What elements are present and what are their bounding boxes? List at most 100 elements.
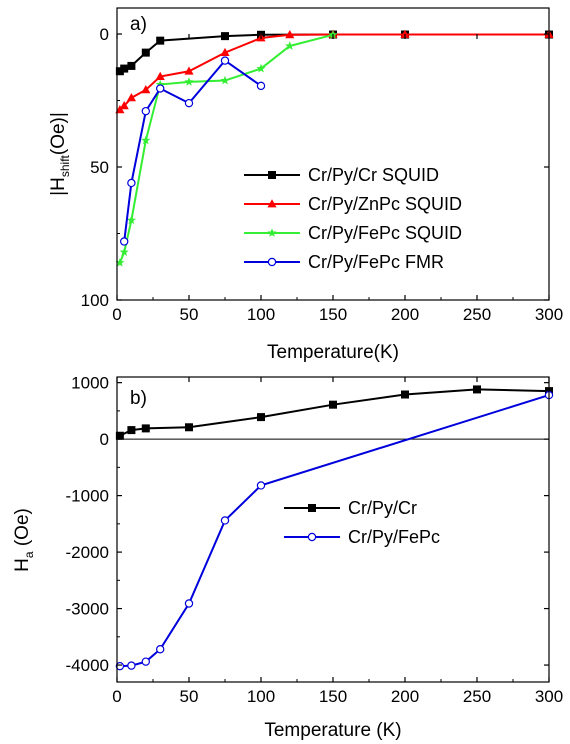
a-point-cr-py-cr-squid xyxy=(127,61,136,70)
b-point-cr-py-cr xyxy=(127,426,136,435)
b-y-tick-label: 1000 xyxy=(71,374,109,393)
b-x-tick-label: 50 xyxy=(180,687,199,706)
b-point-cr-py-fepc xyxy=(220,516,230,525)
a-legend-item-cr-py-cr-squid: Cr/Py/Cr SQUID xyxy=(244,165,439,185)
a-legend-label: Cr/Py/FePc SQUID xyxy=(308,223,462,243)
b-legend-item-cr-py-cr: Cr/Py/Cr xyxy=(284,498,417,518)
panel-a-y-title-sub: shift xyxy=(58,154,72,177)
a-point-cr-py-cr-squid xyxy=(120,64,129,73)
b-x-tick-label: 300 xyxy=(535,687,563,706)
b-legend-label: Cr/Py/Cr xyxy=(348,498,417,518)
b-x-tick-label: 200 xyxy=(391,687,419,706)
a-point-cr-py-fepc-fmr xyxy=(256,81,266,91)
a-point-cr-py-fepc-fmr xyxy=(220,56,230,65)
b-x-tick-label: 100 xyxy=(247,687,275,706)
a-legend-marker xyxy=(267,228,277,237)
panel-b-label: b) xyxy=(130,388,147,409)
panel-b-legend: Cr/Py/Cr Cr/Py/FePc xyxy=(284,498,440,547)
panel-b-plot-frame xyxy=(116,376,550,683)
a-point-cr-py-fepc-fmr xyxy=(119,237,129,246)
a-x-tick-label: 50 xyxy=(180,305,199,324)
panel-b-chart: 0 50 100 150 200 250 300 1000 0 -1000 -2000 -3000 -4… xyxy=(12,374,563,741)
a-point-cr-py-cr-squid xyxy=(221,32,229,41)
b-point-cr-py-fepc xyxy=(256,481,266,490)
a-point-cr-py-fepc-squid xyxy=(141,135,151,145)
a-legend-item-cr-py-fepc-squid: Cr/Py/FePc SQUID xyxy=(244,223,462,243)
a-point-cr-py-fepc-squid xyxy=(256,63,266,73)
b-point-cr-py-fepc xyxy=(127,661,136,670)
a-point-cr-py-znpc-squid xyxy=(400,29,410,38)
b-line-cr-py-fepc xyxy=(119,394,550,668)
b-line-cr-py-cr xyxy=(119,388,550,437)
a-series-cr-py-fepc-fmr xyxy=(119,56,266,246)
a-line-cr-py-znpc-squid xyxy=(119,33,549,111)
a-line-cr-py-cr-squid xyxy=(119,33,549,73)
a-point-cr-py-znpc-squid xyxy=(141,85,151,94)
a-y-tick-label: 100 xyxy=(81,291,109,310)
b-point-cr-py-cr xyxy=(185,423,193,432)
panel-b-x-axis-title: Temperature (K) xyxy=(264,720,401,741)
a-x-tick-label: 300 xyxy=(535,305,563,324)
a-point-cr-py-znpc-squid xyxy=(119,101,129,110)
b-point-cr-py-fepc xyxy=(115,661,125,671)
b-point-cr-py-fepc xyxy=(184,599,194,608)
b-x-tick-label: 0 xyxy=(112,687,121,706)
a-point-cr-py-cr-squid xyxy=(156,36,165,45)
b-series-cr-py-cr xyxy=(115,385,553,440)
a-point-cr-py-znpc-squid xyxy=(126,93,136,102)
b-point-cr-py-cr xyxy=(141,424,150,433)
a-legend-label: Cr/Py/ZnPc SQUID xyxy=(308,194,462,214)
a-line-cr-py-fepc-squid xyxy=(118,33,334,264)
a-legend-item-cr-py-fepc-fmr: Cr/Py/FePc FMR xyxy=(244,252,444,272)
b-series-cr-py-fepc xyxy=(115,390,554,671)
a-y-tick-label: 50 xyxy=(90,158,109,177)
panel-b-y-title-main: H xyxy=(12,558,33,572)
b-point-cr-py-fepc xyxy=(155,645,165,654)
a-point-cr-py-znpc-squid xyxy=(155,71,165,80)
a-legend-label: Cr/Py/FePc FMR xyxy=(308,252,444,272)
a-legend-marker xyxy=(267,199,277,208)
b-y-tick-label: 0 xyxy=(100,430,109,449)
a-point-cr-py-fepc-squid xyxy=(155,79,165,89)
a-point-cr-py-fepc-fmr xyxy=(141,106,150,116)
a-point-cr-py-fepc-fmr xyxy=(127,178,136,188)
a-point-cr-py-fepc-squid xyxy=(220,75,230,85)
b-legend-item-cr-py-fepc: Cr/Py/FePc xyxy=(284,527,440,547)
a-point-cr-py-znpc-squid xyxy=(285,29,295,39)
panel-b-y-axis-title: Ha (Oe) xyxy=(12,508,36,572)
b-point-cr-py-cr xyxy=(473,385,481,394)
a-point-cr-py-znpc-squid xyxy=(220,47,230,57)
a-point-cr-py-fepc-squid xyxy=(115,257,125,267)
a-point-cr-py-fepc-fmr xyxy=(184,98,194,108)
a-legend-label: Cr/Py/Cr SQUID xyxy=(308,165,439,185)
b-x-tick-label: 150 xyxy=(319,687,347,706)
panel-b-y-title-tail: (Oe) xyxy=(12,508,33,551)
b-point-cr-py-fepc xyxy=(141,657,150,666)
panel-a-label: a) xyxy=(130,14,147,35)
b-x-tick-label: 250 xyxy=(463,687,491,706)
b-point-cr-py-cr xyxy=(401,390,409,399)
b-legend-marker xyxy=(308,504,316,512)
panel-b-y-title-sub: a xyxy=(22,551,36,558)
b-point-cr-py-cr xyxy=(257,413,265,422)
a-point-cr-py-fepc-fmr xyxy=(155,84,165,93)
a-legend-marker xyxy=(268,171,276,179)
b-point-cr-py-cr xyxy=(329,400,337,409)
panel-a-x-axis-title: Temperature(K) xyxy=(267,342,399,363)
panel-a-legend: Cr/Py/Cr SQUID Cr/Py/ZnPc SQUID Cr/Py/FePc… xyxy=(244,165,462,272)
a-x-tick-label: 150 xyxy=(319,305,347,324)
a-x-tick-label: 200 xyxy=(391,305,419,324)
a-x-tick-label: 100 xyxy=(247,305,275,324)
a-point-cr-py-znpc-squid xyxy=(184,66,194,75)
b-y-tick-label: -3000 xyxy=(66,600,109,619)
a-legend-item-cr-py-znpc-squid: Cr/Py/ZnPc SQUID xyxy=(244,194,462,214)
a-point-cr-py-fepc-squid xyxy=(285,41,295,50)
a-x-tick-label: 250 xyxy=(463,305,491,324)
b-y-tick-label: -2000 xyxy=(66,543,109,562)
panel-a-y-title-tail: (Oe)| xyxy=(48,112,69,155)
a-series-cr-py-znpc-squid xyxy=(115,29,554,114)
b-y-tick-label: -4000 xyxy=(66,656,109,675)
a-point-cr-py-fepc-squid xyxy=(184,77,194,86)
a-legend-marker xyxy=(267,257,277,267)
